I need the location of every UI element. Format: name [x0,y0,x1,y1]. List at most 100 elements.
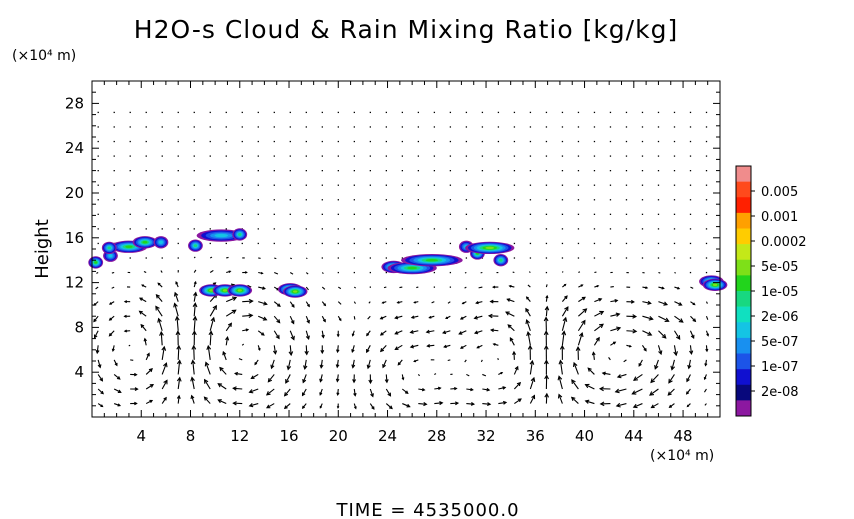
y-tick-label: 12 [65,274,84,292]
wind-vector [156,294,163,302]
wind-vector [289,184,291,186]
wind-vector-head [685,391,690,395]
wind-vector [97,213,99,215]
wind-vector [241,111,243,114]
wind-vector [145,126,147,128]
wind-vector [225,111,227,114]
wind-vector-head [615,312,621,317]
wind-vector [289,272,294,275]
colorbar-label: 0.0002 [761,235,807,250]
wind-vector [129,228,131,230]
wind-vector-head [529,359,535,365]
wind-vector-head [531,394,536,400]
wind-vector-head [163,379,168,385]
cloud-mixing-ratio-field [88,228,728,298]
wind-vector-head [320,350,325,355]
wind-vector [337,228,339,230]
wind-vector [654,359,659,370]
wind-vector [513,140,516,143]
colorbar-label: 1e-07 [761,360,799,375]
wind-vector [336,374,339,382]
wind-vector-head [453,386,458,391]
wind-vector [289,126,291,128]
wind-vector [513,111,516,114]
wind-vector [497,228,500,230]
wind-vector [545,111,548,114]
wind-vector [249,403,259,407]
wind-vector [417,184,420,186]
wind-vector [242,314,253,317]
wind-vector-head [570,396,576,402]
wind-vector-head [664,317,670,322]
wind-vector-head [174,315,180,321]
wind-vector [616,403,627,407]
wind-vector [497,184,500,186]
wind-vector [218,399,227,405]
wind-vector [290,257,293,260]
wind-vector [558,376,563,390]
wind-vector [209,317,215,331]
wind-vector [610,327,621,332]
wind-vector [657,140,660,143]
wind-vector [545,228,548,230]
wind-vector [609,140,612,143]
wind-vector-head [507,324,512,329]
wind-vector [305,345,308,355]
wind-vector [449,155,452,157]
cloud-patch [125,245,133,248]
wind-vector [615,388,627,393]
wind-vector [505,311,515,317]
wind-vector [160,332,163,346]
wind-vector [705,155,708,157]
wind-vector [209,199,211,201]
wind-vector-head [512,350,517,356]
wind-vector [513,199,516,201]
wind-vector-head [276,319,281,324]
wind-vector [369,286,371,288]
wind-vector [94,330,99,338]
wind-vector-head [204,378,209,384]
wind-vector-head [633,376,638,381]
wind-vector [705,242,708,245]
wind-vector-head [543,344,549,350]
wind-vector [369,170,371,172]
wind-vector [161,380,168,390]
wind-vector-head [232,401,237,406]
wind-vector-head [117,389,122,393]
wind-vector [558,394,563,404]
wind-vector-head [580,284,584,287]
wind-vector [545,242,548,245]
wind-vector [302,388,307,396]
wind-vector [113,374,121,380]
wind-vector-head [706,333,710,337]
wind-vector [433,286,436,288]
colorbar-swatch [736,275,751,292]
wind-vector [353,316,356,320]
wind-vector-head [206,344,212,350]
wind-vector [578,271,581,274]
wind-vector-head [100,404,104,408]
wind-vector [161,363,167,375]
wind-vector [657,257,660,259]
wind-vector [257,184,259,186]
wind-vector [641,228,644,230]
wind-vector [529,257,532,259]
wind-vector [222,351,227,361]
wind-vector [289,199,291,201]
wind-vector [193,303,196,317]
wind-vector-head [410,315,415,319]
wind-vector-head [245,328,250,332]
wind-vector-head [366,348,370,354]
wind-vector [305,257,308,260]
wind-vector [337,301,342,305]
wind-vector [577,257,580,259]
wind-vector-head [379,316,384,320]
wind-vector [225,155,227,157]
wind-vector-head [351,333,355,337]
wind-vector [97,184,99,186]
wind-vector [287,359,291,370]
wind-vector-head [248,403,254,408]
wind-vector [274,257,277,260]
wind-vector [241,242,243,245]
wind-vector [673,184,676,186]
